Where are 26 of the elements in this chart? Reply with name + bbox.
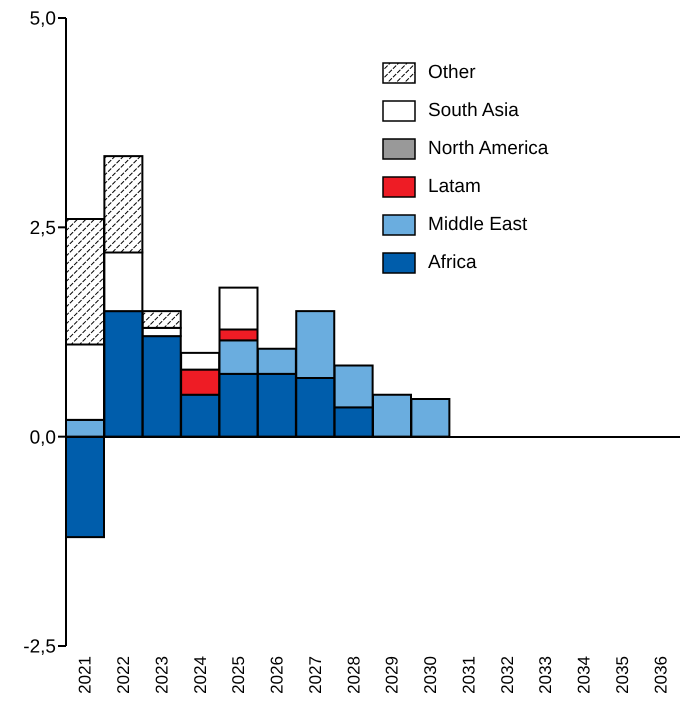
x-tick-label: 2029 [382, 656, 402, 694]
x-tick-label: 2021 [76, 656, 95, 694]
x-tick-label: 2036 [651, 656, 670, 694]
x-tick-label: 2022 [114, 656, 134, 694]
y-tick-label: -2,5 [23, 636, 56, 658]
x-tick-label: 2034 [574, 656, 594, 694]
x-tick-label: 2032 [498, 656, 517, 694]
x-tick-label: 2028 [344, 656, 364, 694]
x-tick-label: 2023 [152, 656, 172, 694]
x-tick-label: 2025 [229, 656, 248, 694]
x-tick-label: 2024 [190, 656, 210, 694]
x-tick-label: 2027 [306, 656, 325, 694]
y-tick-label: 0,0 [30, 427, 56, 448]
y-tick-label: 2,5 [30, 218, 56, 240]
y-tick-label: 5,0 [30, 8, 56, 30]
legend-label: Other [428, 62, 476, 84]
x-tick-label: 2031 [459, 656, 478, 694]
legend-label: South Asia [428, 100, 519, 122]
legend-label: North America [428, 138, 548, 160]
legend-label: Middle East [428, 214, 528, 236]
x-tick-label: 2026 [268, 656, 287, 694]
legend-label: Africa [428, 252, 477, 274]
legend-label: Latam [428, 176, 481, 198]
x-tick-label: 2033 [536, 656, 556, 694]
x-tick-label: 2035 [612, 656, 632, 694]
x-tick-label: 2030 [421, 656, 440, 694]
